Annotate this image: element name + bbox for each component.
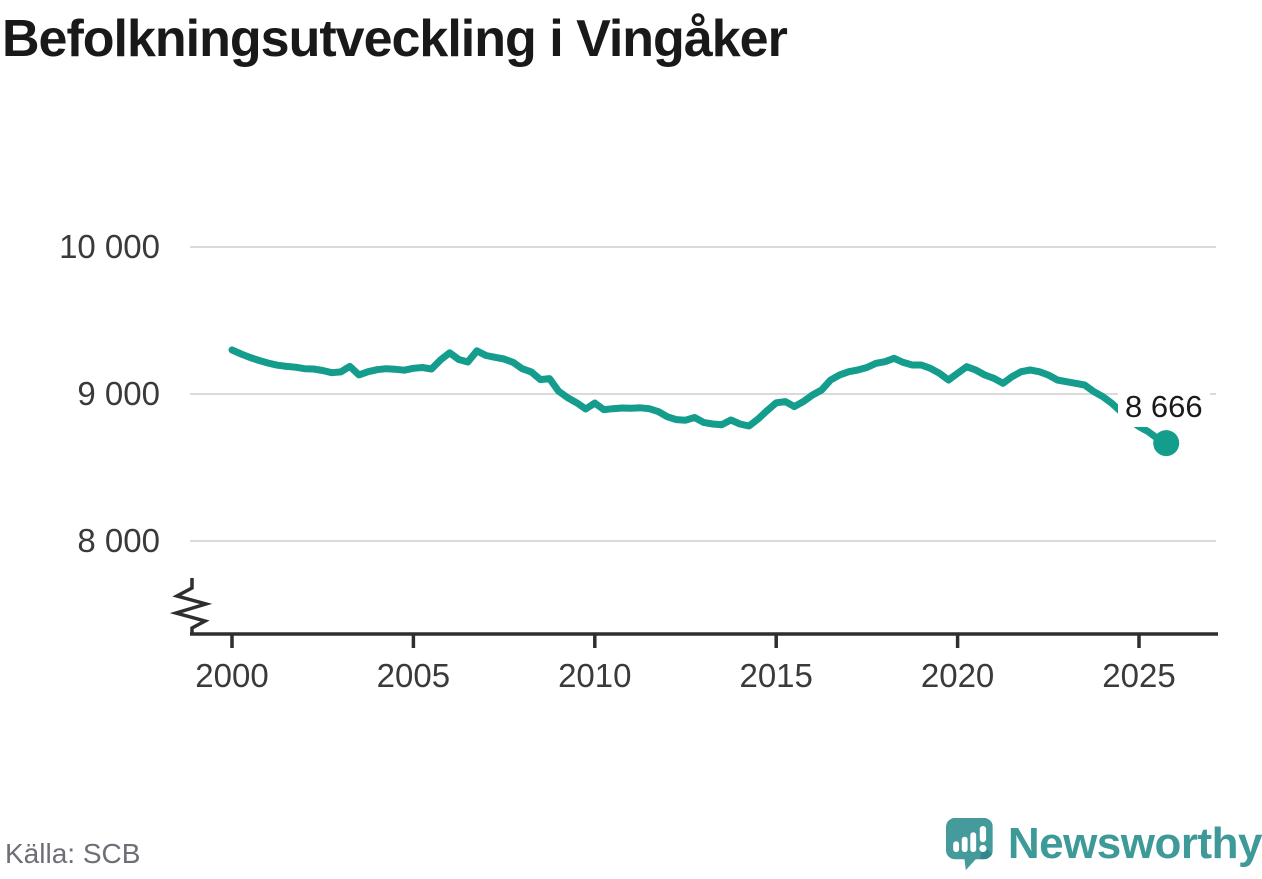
source-note: Källa: SCB [5,838,141,869]
x-tick-label: 2005 [376,657,451,694]
axis-break-icon [169,578,213,634]
end-value-label: 8 666 [1118,390,1210,427]
x-tick-label: 2020 [920,657,995,694]
newsworthy-logo: Newsworthy [946,814,1262,874]
end-point-dot [1153,430,1180,457]
x-tick-label: 2010 [558,657,632,694]
population-line [228,346,1170,447]
x-tick-label: 2015 [739,657,813,694]
chart-title: Befolkningsutveckling i Vingåker [2,10,788,68]
gridlines [190,246,1216,542]
x-axis-ticks [230,634,1141,648]
y-tick-label: 8 000 [77,522,160,559]
y-tick-label: 10 000 [59,228,160,265]
newsworthy-speech-bubble-chart-icon [946,817,993,871]
brand-name: Newsworthy [1007,819,1262,868]
y-tick-label: 9 000 [77,375,160,412]
x-tick-label: 2000 [195,657,269,694]
x-tick-label: 2025 [1102,657,1176,694]
